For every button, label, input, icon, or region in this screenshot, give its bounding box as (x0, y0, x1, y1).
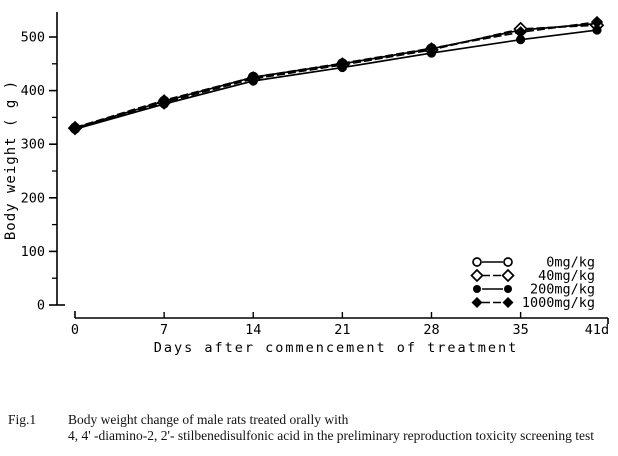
figure-number-label: Fig.1 (8, 412, 37, 427)
chart-canvas: 0 100 200 300 400 500 Body weight ( g ) 0 7 14 21 2… (3, 12, 609, 356)
svg-text:1000mg/kg: 1000mg/kg (522, 295, 595, 311)
body-weight-chart: 0 100 200 300 400 500 Body weight ( g ) 0 7 14 21 2… (3, 12, 609, 356)
y-axis: 0 100 200 300 400 500 Body weight ( g ) (3, 12, 65, 314)
svg-text:21: 21 (334, 322, 350, 338)
legend-item-1000mg/kg: 1000mg/kg (471, 295, 595, 311)
legend-item-200mg/kg: 200mg/kg (473, 282, 595, 298)
legend-item-40mg/kg: 40mg/kg (470, 268, 595, 284)
svg-text:35: 35 (512, 322, 528, 338)
x-axis-label: Days after commencement of treatment (154, 340, 519, 356)
svg-text:300: 300 (21, 137, 45, 153)
figure-caption-text: Body weight change of male rats treated … (68, 412, 618, 444)
svg-text:500: 500 (21, 30, 45, 46)
x-axis: 0 7 14 21 28 35 41d Days after commencement of … (71, 311, 609, 356)
svg-text:100: 100 (21, 244, 45, 260)
caption-line-1: Body weight change of male rats treated … (68, 412, 349, 427)
svg-text:7: 7 (160, 322, 168, 338)
svg-text:14: 14 (245, 322, 261, 338)
y-axis-label: Body weight ( g ) (3, 80, 19, 240)
svg-text:0: 0 (37, 298, 45, 314)
svg-text:200mg/kg: 200mg/kg (530, 282, 595, 298)
figure-caption: Fig.1 Body weight change of male rats tr… (0, 412, 618, 444)
svg-text:28: 28 (423, 322, 439, 338)
svg-text:200: 200 (21, 190, 45, 206)
series-200mg/kg (70, 25, 602, 134)
svg-text:41d: 41d (585, 322, 609, 338)
svg-text:400: 400 (21, 83, 45, 99)
series-lines (67, 15, 605, 136)
svg-text:40mg/kg: 40mg/kg (538, 268, 595, 284)
svg-text:0mg/kg: 0mg/kg (546, 255, 595, 271)
series-1000mg/kg (68, 15, 604, 134)
caption-line-2: 4, 4' -diamino-2, 2'- stilbenedisulfonic… (68, 428, 594, 443)
svg-text:0: 0 (71, 322, 79, 338)
legend-item-0mg/kg: 0mg/kg (472, 255, 595, 271)
